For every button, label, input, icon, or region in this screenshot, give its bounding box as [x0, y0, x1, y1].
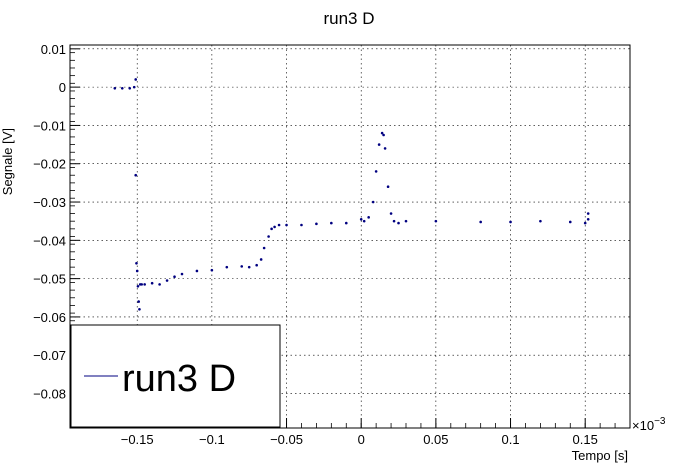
- data-point: [150, 281, 154, 285]
- y-tick-label: −0.05: [33, 272, 66, 287]
- data-point: [138, 307, 141, 311]
- legend: run3 D: [70, 324, 281, 428]
- y-tick-label: −0.01: [33, 118, 66, 133]
- data-point: [134, 173, 138, 177]
- x-tick-label: 0.15: [573, 432, 598, 447]
- x-tick-label: −0.15: [121, 432, 154, 447]
- data-point: [586, 212, 590, 215]
- data-point: [270, 227, 273, 231]
- chart-title: run3 D: [323, 9, 374, 28]
- data-point: [134, 78, 138, 81]
- data-point: [539, 219, 542, 223]
- data-point: [382, 133, 385, 137]
- y-tick-label: −0.03: [33, 195, 66, 210]
- data-point: [210, 268, 214, 272]
- data-point: [240, 265, 244, 268]
- data-point: [383, 147, 387, 150]
- x-axis: −0.15 −0.1 −0.05 0 0.05 0.1 0.15: [77, 418, 616, 447]
- data-point: [344, 221, 348, 225]
- x-tick-label: −0.05: [270, 432, 303, 447]
- data-point: [586, 217, 590, 221]
- data-point: [135, 269, 139, 273]
- data-point: [255, 263, 258, 267]
- x-axis-multiplier-base: ×10: [632, 418, 654, 433]
- data-series: [113, 78, 590, 311]
- x-axis-multiplier-power: −3: [654, 416, 666, 427]
- data-point: [173, 275, 176, 279]
- y-tick-label: 0: [59, 80, 66, 95]
- data-point: [367, 216, 370, 219]
- data-point: [273, 225, 276, 229]
- data-point: [386, 185, 390, 189]
- data-point: [267, 235, 270, 238]
- y-tick-label: −0.06: [33, 310, 66, 325]
- data-point: [397, 221, 400, 225]
- y-axis-label: Segnale [V]: [0, 128, 15, 195]
- data-point: [195, 269, 199, 273]
- x-tick-label: 0.05: [423, 432, 448, 447]
- data-point: [392, 219, 396, 223]
- data-point: [259, 258, 263, 261]
- data-point: [380, 131, 384, 135]
- data-point: [225, 265, 229, 269]
- data-point: [135, 262, 138, 265]
- data-point: [113, 86, 117, 90]
- data-point: [247, 265, 251, 269]
- data-point: [315, 222, 318, 226]
- x-tick-label: −0.1: [199, 432, 225, 447]
- data-point: [404, 219, 408, 223]
- data-point: [277, 223, 281, 227]
- data-point: [128, 86, 132, 90]
- data-point: [374, 170, 378, 173]
- x-tick-label: 0.1: [501, 432, 519, 447]
- data-point: [509, 220, 512, 224]
- data-point: [132, 85, 136, 89]
- y-axis: 0.01 0 −0.01 −0.02 −0.03 −0.04 −0.05 −0.06 −0.07…: [33, 42, 80, 429]
- data-point: [143, 283, 146, 286]
- y-tick-label: −0.04: [33, 233, 66, 248]
- data-point: [479, 220, 482, 224]
- y-tick-label: −0.08: [33, 387, 66, 402]
- data-point: [262, 246, 266, 250]
- data-point: [377, 143, 381, 146]
- y-tick-label: −0.02: [33, 157, 66, 172]
- legend-label: run3 D: [122, 358, 236, 400]
- grid: [70, 45, 630, 428]
- data-point: [120, 86, 124, 90]
- data-point: [371, 200, 375, 204]
- data-point: [136, 284, 140, 288]
- data-point: [362, 219, 366, 223]
- y-tick-label: −0.07: [33, 348, 66, 363]
- data-point: [359, 217, 363, 221]
- data-point: [300, 223, 303, 227]
- x-tick-label: 0: [358, 432, 365, 447]
- data-point: [568, 220, 572, 224]
- data-point: [285, 223, 288, 227]
- data-point: [137, 300, 140, 303]
- data-point: [583, 221, 587, 225]
- data-point: [389, 212, 393, 215]
- data-point: [180, 272, 184, 276]
- data-point: [330, 221, 333, 225]
- data-point: [158, 283, 161, 286]
- data-point: [434, 219, 438, 223]
- x-axis-multiplier: ×10−3: [632, 416, 666, 433]
- data-point: [140, 283, 143, 286]
- y-tick-label: 0.01: [41, 42, 66, 57]
- x-axis-label: Tempo [s]: [572, 448, 628, 463]
- data-point: [165, 279, 169, 282]
